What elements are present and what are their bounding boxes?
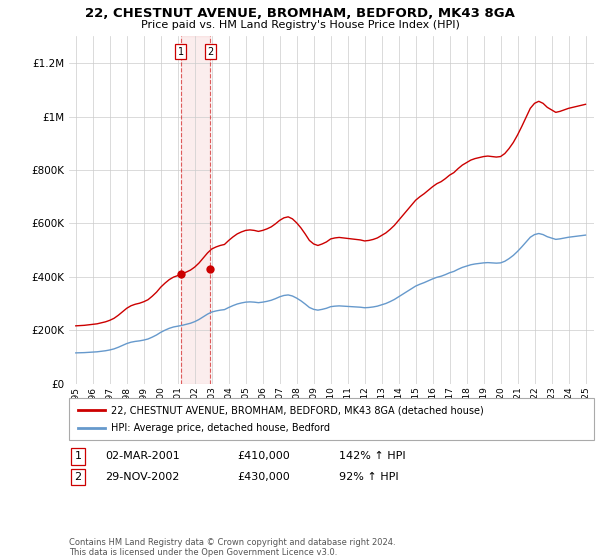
Text: £410,000: £410,000 — [237, 451, 290, 461]
Text: HPI: Average price, detached house, Bedford: HPI: Average price, detached house, Bedf… — [111, 423, 330, 433]
Text: 02-MAR-2001: 02-MAR-2001 — [105, 451, 180, 461]
Text: 2: 2 — [74, 472, 82, 482]
Text: 22, CHESTNUT AVENUE, BROMHAM, BEDFORD, MK43 8GA: 22, CHESTNUT AVENUE, BROMHAM, BEDFORD, M… — [85, 7, 515, 20]
Text: 92% ↑ HPI: 92% ↑ HPI — [339, 472, 398, 482]
Text: Price paid vs. HM Land Registry's House Price Index (HPI): Price paid vs. HM Land Registry's House … — [140, 20, 460, 30]
Text: 1: 1 — [74, 451, 82, 461]
Text: 29-NOV-2002: 29-NOV-2002 — [105, 472, 179, 482]
Text: £430,000: £430,000 — [237, 472, 290, 482]
Text: 1: 1 — [178, 47, 184, 57]
Bar — [181, 36, 211, 384]
Text: Contains HM Land Registry data © Crown copyright and database right 2024.
This d: Contains HM Land Registry data © Crown c… — [69, 538, 395, 557]
Text: 22, CHESTNUT AVENUE, BROMHAM, BEDFORD, MK43 8GA (detached house): 22, CHESTNUT AVENUE, BROMHAM, BEDFORD, M… — [111, 405, 484, 415]
Text: 142% ↑ HPI: 142% ↑ HPI — [339, 451, 406, 461]
Text: 2: 2 — [207, 47, 214, 57]
